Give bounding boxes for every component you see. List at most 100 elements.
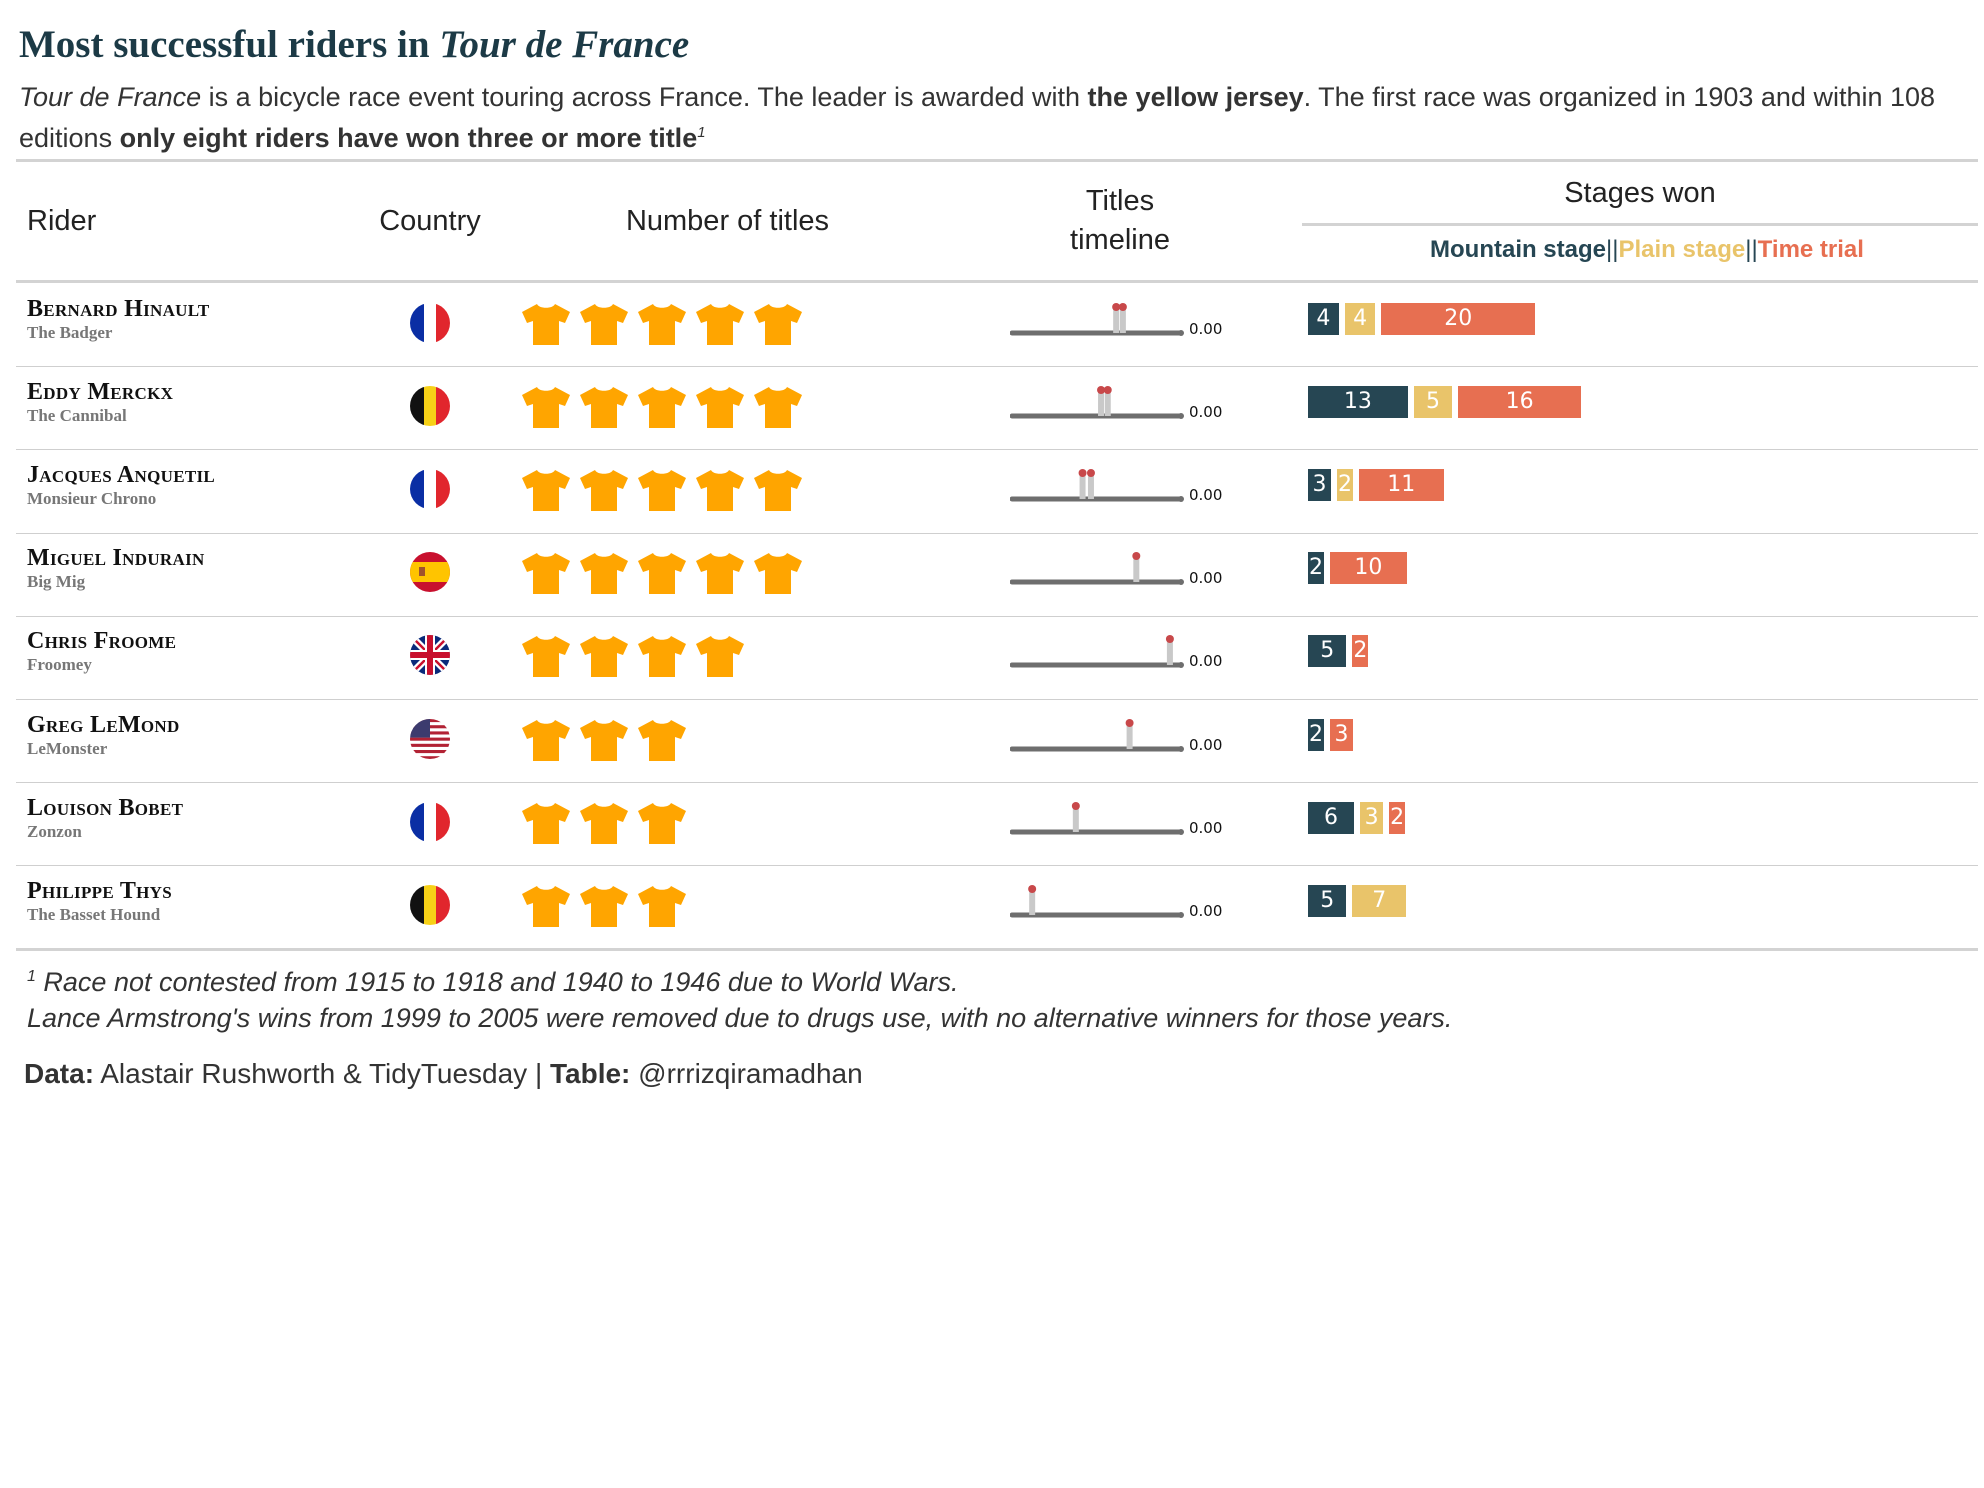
source-data-value: Alastair Rushworth & TidyTuesday | <box>94 1058 550 1089</box>
header-rule <box>16 280 1978 283</box>
footnote-2: Lance Armstrong's wins from 1999 to 2005… <box>27 1003 1453 1033</box>
titles-jerseys <box>520 634 746 678</box>
yellow-jersey-icon <box>638 553 686 595</box>
timeline-marker-dot <box>1097 385 1106 394</box>
time-trial-bar: 10 <box>1330 552 1407 585</box>
source-credit: Data: Alastair Rushworth & TidyTuesday |… <box>24 1058 863 1090</box>
yellow-jersey-icon <box>580 303 628 345</box>
yellow-jersey-icon <box>754 470 802 511</box>
timeline-end-dot <box>1178 329 1184 336</box>
mountain-stage-bar: 5 <box>1308 885 1347 917</box>
timeline-marker <box>1072 805 1079 832</box>
yellow-jersey-icon <box>580 386 628 428</box>
rider-name: Eddy Merckx <box>27 378 174 405</box>
rider-nickname: Big Mig <box>27 572 86 592</box>
rider-nickname: Monsieur Chrono <box>27 489 157 508</box>
titles-jerseys <box>520 801 688 845</box>
mountain-stage-bar: 3 <box>1308 469 1332 501</box>
plain-stage-bar: 2 <box>1337 469 1354 501</box>
yellow-jersey-icon <box>754 386 802 428</box>
france-flag-icon <box>410 302 450 343</box>
subtitle-sup: 1 <box>697 124 706 141</box>
footnote-sup: 1 <box>27 968 36 985</box>
timeline-marker-dot <box>1165 635 1174 644</box>
source-table-label: Table: <box>550 1058 631 1089</box>
uk-flag-icon <box>410 635 450 676</box>
yellow-jersey-icon <box>580 470 628 511</box>
time-trial-bar: 16 <box>1458 385 1582 418</box>
yellow-jersey-icon <box>696 470 744 511</box>
yellow-jersey-icon <box>522 886 570 927</box>
chart-title: Most successful riders in Tour de France <box>19 22 689 67</box>
footnote-line1: Race not contested from 1915 to 1918 and… <box>35 967 959 997</box>
stages-legend: Mountain stage||Plain stage||Time trial <box>1430 236 1864 264</box>
timeline-marker <box>1166 639 1173 666</box>
yellow-jersey-icon <box>580 719 628 761</box>
timeline-marker <box>1126 722 1133 749</box>
yellow-jersey-icon <box>638 802 686 844</box>
timeline-marker <box>1113 306 1120 333</box>
france-flag-icon <box>410 469 450 509</box>
rider-name: Bernard Hinault <box>27 295 210 322</box>
timeline-end-dot <box>1178 579 1184 586</box>
timeline-marker <box>1119 306 1126 333</box>
timeline-marker <box>1098 389 1105 416</box>
yellow-jersey-icon <box>696 553 744 595</box>
titles-timeline <box>1010 718 1184 752</box>
header-titles: Number of titles <box>625 205 830 237</box>
timeline-marker <box>1087 473 1094 499</box>
source-table-value: @rrrizqiramadhan <box>630 1058 863 1089</box>
timeline-end-dot <box>1178 828 1184 835</box>
plain-stage-bar: 4 <box>1344 302 1376 335</box>
mountain-stage-bar: 2 <box>1308 552 1324 585</box>
timeline-value: 0.00 <box>1189 652 1223 671</box>
row-separator <box>16 782 1978 784</box>
belgium-flag-icon <box>410 385 450 426</box>
timeline-marker <box>1104 389 1111 416</box>
yellow-jersey-icon <box>638 886 686 927</box>
row-separator <box>16 532 1978 534</box>
rider-name: Miguel Indurain <box>27 545 205 572</box>
yellow-jersey-icon <box>638 303 686 345</box>
header-stages: Stages won <box>1564 177 1716 209</box>
subtitle-part1: Tour de France <box>19 82 202 112</box>
top-rule <box>16 159 1978 162</box>
titles-jerseys <box>520 385 804 429</box>
yellow-jersey-icon <box>580 636 628 678</box>
titles-jerseys <box>520 551 804 595</box>
timeline-end-dot <box>1178 496 1184 502</box>
yellow-jersey-icon <box>580 886 628 927</box>
timeline-marker-dot <box>1132 552 1141 561</box>
timeline-marker-dot <box>1118 302 1127 311</box>
titles-timeline <box>1010 552 1184 586</box>
timeline-end-dot <box>1178 662 1184 669</box>
mountain-stage-bar: 4 <box>1308 302 1339 335</box>
yellow-jersey-icon <box>638 636 686 678</box>
rider-nickname: The Basset Hound <box>27 905 161 924</box>
timeline-marker-dot <box>1071 801 1080 810</box>
yellow-jersey-icon <box>754 553 802 595</box>
timeline-end-dot <box>1178 412 1184 419</box>
timeline-marker <box>1133 556 1140 583</box>
rider-name: Jacques Anquetil <box>27 462 216 488</box>
usa-flag-icon <box>410 718 450 759</box>
legend-time: Time trial <box>1757 236 1864 263</box>
rider-nickname: LeMonster <box>27 738 108 758</box>
row-separator <box>16 366 1978 368</box>
belgium-flag-icon <box>410 885 450 925</box>
subtitle-part4: . The first race was organized in 1903 a… <box>19 82 1936 153</box>
titles-timeline <box>1010 635 1184 669</box>
timeline-marker <box>1079 473 1086 499</box>
time-trial-bar: 2 <box>1352 635 1369 668</box>
timeline-value: 0.00 <box>1189 818 1223 837</box>
subtitle-part2: is a bicycle race event touring across F… <box>201 82 1088 112</box>
time-trial-bar: 11 <box>1359 469 1444 501</box>
time-trial-bar: 3 <box>1330 718 1354 751</box>
timeline-marker-dot <box>1078 469 1087 477</box>
chart-subtitle: Tour de France is a bicycle race event t… <box>19 80 1959 156</box>
timeline-value: 0.00 <box>1189 902 1223 920</box>
spain-flag-icon <box>410 552 450 593</box>
footnote-1: 1 Race not contested from 1915 to 1918 a… <box>27 967 959 998</box>
titles-timeline <box>1010 302 1184 336</box>
yellow-jersey-icon <box>638 386 686 428</box>
